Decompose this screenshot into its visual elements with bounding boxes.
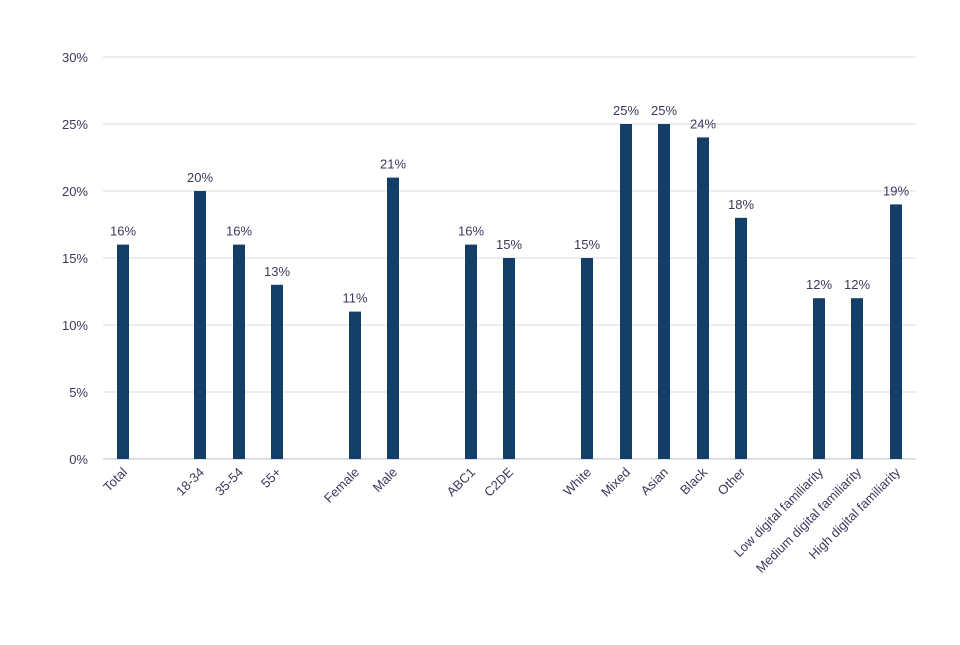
bar — [735, 217, 747, 459]
x-tick-label: Female — [321, 465, 362, 506]
data-label: 24% — [690, 116, 716, 131]
data-label: 25% — [651, 103, 677, 118]
data-label: 25% — [613, 103, 639, 118]
data-label: 16% — [226, 224, 252, 239]
x-tick-label: Male — [370, 465, 401, 496]
data-label: 21% — [380, 157, 406, 172]
bar — [503, 258, 515, 459]
bar — [387, 177, 399, 459]
x-tick-label: 55+ — [258, 465, 284, 491]
data-label: 20% — [187, 170, 213, 185]
y-tick-label: 10% — [62, 318, 88, 333]
data-label: 12% — [806, 277, 832, 292]
x-tick-label: Black — [677, 464, 710, 497]
y-tick-label: 0% — [69, 452, 88, 467]
bars — [117, 124, 902, 459]
x-tick-label: Other — [715, 464, 749, 498]
y-tick-label: 30% — [62, 50, 88, 65]
bar — [465, 244, 477, 459]
y-tick-label: 25% — [62, 117, 88, 132]
data-labels: 16% 20% 16% 13% 11% 21% 16% 15% 15% 25% 25% 24% 18% 1… — [110, 103, 909, 306]
data-label: 15% — [574, 237, 600, 252]
data-label: 16% — [110, 224, 136, 239]
y-tick-label: 5% — [69, 385, 88, 400]
bar — [194, 191, 206, 459]
bar — [581, 258, 593, 459]
y-tick-label: 20% — [62, 184, 88, 199]
x-tick-label: White — [560, 465, 594, 499]
data-label: 19% — [883, 183, 909, 198]
x-tick-label: Total — [100, 464, 130, 494]
x-tick-label: ABC1 — [443, 465, 478, 500]
x-tick-label: C2DE — [481, 464, 516, 499]
y-tick-label: 15% — [62, 251, 88, 266]
x-axis-ticks: Total 18-34 35-54 55+ Female Male ABC1 C2DE Whit… — [100, 464, 903, 576]
bar — [233, 244, 245, 459]
data-label: 16% — [458, 224, 484, 239]
data-label: 11% — [342, 291, 367, 306]
x-tick-label: Mixed — [598, 465, 633, 500]
x-tick-label: Asian — [638, 465, 672, 499]
bar — [117, 244, 129, 459]
data-label: 13% — [264, 264, 290, 279]
bar — [851, 298, 863, 459]
y-axis-ticks: 0% 5% 10% 15% 20% 25% 30% — [62, 50, 88, 467]
bar — [697, 137, 709, 459]
x-tick-label: 35-54 — [212, 465, 246, 499]
bar — [658, 124, 670, 459]
bar — [349, 311, 361, 459]
bar — [813, 298, 825, 459]
bar — [271, 284, 283, 459]
bar — [890, 204, 902, 459]
bar — [620, 124, 632, 459]
x-tick-label: 18-34 — [173, 465, 207, 499]
data-label: 15% — [496, 237, 522, 252]
data-label: 18% — [728, 197, 754, 212]
data-label: 12% — [844, 277, 870, 292]
